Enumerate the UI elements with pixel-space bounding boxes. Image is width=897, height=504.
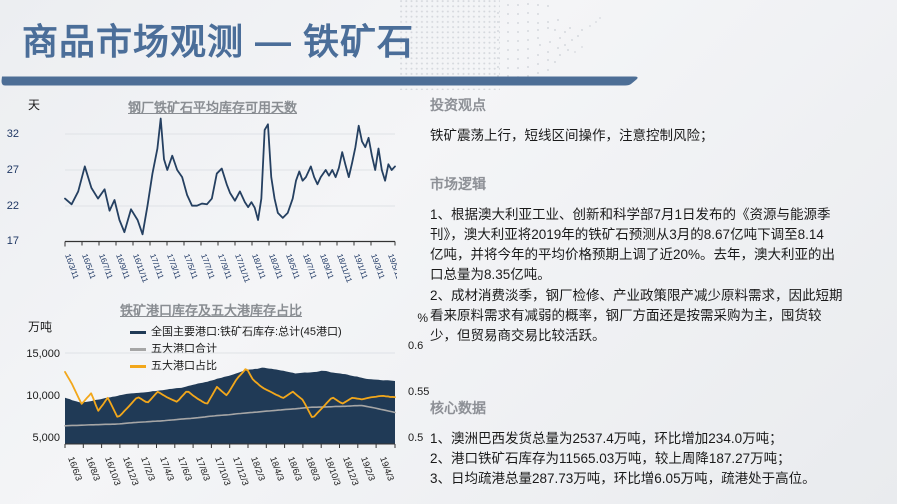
svg-text:19/4/3: 19/4/3 xyxy=(378,455,396,482)
svg-text:19/1/11: 19/1/11 xyxy=(352,253,370,281)
svg-text:18/5/11: 18/5/11 xyxy=(284,253,302,281)
svg-text:18/12/3: 18/12/3 xyxy=(341,455,361,487)
svg-text:19/3/11: 19/3/11 xyxy=(369,253,387,281)
svg-text:17/5/11: 17/5/11 xyxy=(182,253,200,281)
svg-text:18/3/11: 18/3/11 xyxy=(267,253,285,281)
svg-text:18/11/11: 18/11/11 xyxy=(335,253,354,285)
svg-text:17/1/11: 17/1/11 xyxy=(148,253,166,281)
svg-text:0.6: 0.6 xyxy=(408,340,423,352)
svg-text:0.55: 0.55 xyxy=(408,386,429,398)
svg-text:18/9/11: 18/9/11 xyxy=(318,253,336,281)
svg-text:16/8/3: 16/8/3 xyxy=(84,455,102,482)
svg-text:17/9/11: 17/9/11 xyxy=(216,253,234,281)
svg-text:19/2/3: 19/2/3 xyxy=(359,455,377,482)
svg-text:15,000: 15,000 xyxy=(26,348,60,360)
svg-text:17/8/3: 17/8/3 xyxy=(194,455,212,482)
svg-text:16/3/11: 16/3/11 xyxy=(63,253,81,281)
svg-text:16/6/3: 16/6/3 xyxy=(66,455,84,482)
svg-text:18/8/3: 18/8/3 xyxy=(304,455,322,482)
svg-text:18/7/11: 18/7/11 xyxy=(301,253,319,281)
svg-text:18/10/3: 18/10/3 xyxy=(323,455,343,487)
svg-text:17/6/3: 17/6/3 xyxy=(176,455,194,482)
svg-text:16/7/11: 16/7/11 xyxy=(97,253,115,281)
svg-text:18/2/3: 18/2/3 xyxy=(249,455,267,482)
svg-text:0.5: 0.5 xyxy=(408,432,423,444)
svg-text:16/9/11: 16/9/11 xyxy=(114,253,132,281)
svg-text:10,000: 10,000 xyxy=(26,390,60,402)
svg-text:16/10/3: 16/10/3 xyxy=(103,455,123,487)
svg-text:17/2/3: 17/2/3 xyxy=(139,455,157,482)
svg-text:18/4/3: 18/4/3 xyxy=(268,455,286,482)
svg-text:17/10/3: 17/10/3 xyxy=(213,455,233,487)
svg-text:18/6/3: 18/6/3 xyxy=(286,455,304,482)
svg-text:16/11/11: 16/11/11 xyxy=(131,253,150,285)
svg-text:17/7/11: 17/7/11 xyxy=(199,253,217,281)
svg-text:18/1/11: 18/1/11 xyxy=(250,253,268,281)
svg-text:16/5/11: 16/5/11 xyxy=(80,253,98,281)
svg-text:17/11/11: 17/11/11 xyxy=(233,253,252,285)
svg-text:17/12/3: 17/12/3 xyxy=(231,455,251,487)
svg-text:17/4/3: 17/4/3 xyxy=(158,455,176,482)
svg-text:16/12/3: 16/12/3 xyxy=(121,455,141,487)
svg-text:17/3/11: 17/3/11 xyxy=(165,253,183,281)
svg-text:19/5/11: 19/5/11 xyxy=(386,253,397,281)
svg-text:5,000: 5,000 xyxy=(32,432,60,444)
